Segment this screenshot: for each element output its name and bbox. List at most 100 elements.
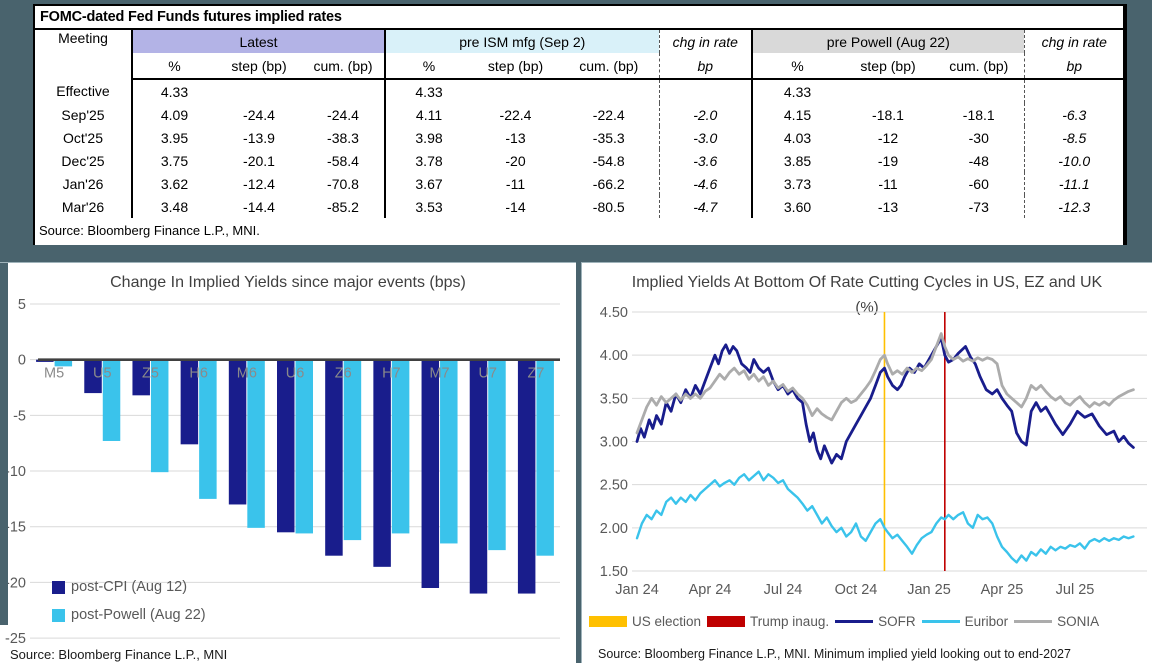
sub-header-cell: step (bp): [842, 53, 935, 80]
value-cell: 3.53: [415, 198, 443, 215]
value-cell: -24.4: [302, 103, 387, 126]
sub-header-cell: cum. (bp): [559, 53, 660, 80]
value-cell: -13.9: [243, 129, 275, 146]
x-axis-tick-label: Apr 25: [981, 582, 1024, 598]
legend-swatch: [52, 580, 65, 594]
bar-chart-panel: Change In Implied Yields since major eve…: [0, 262, 576, 663]
legend-item: post-CPI (Aug 12): [52, 579, 206, 595]
value-cell: -14.4: [243, 198, 275, 215]
value-cell: 4.15: [783, 106, 812, 123]
legend-swatch: [835, 619, 874, 624]
line-chart-panel: Implied Yields At Bottom Of Rate Cutting…: [581, 262, 1152, 663]
value-cell: 4.33: [783, 83, 812, 100]
table-row: Mar'26 3.48 -14.4 -85.2 3.53 -14 -80.5 -4.7 3.60…: [35, 195, 1124, 218]
group-header-chg-1: chg in rate: [659, 30, 754, 53]
value-cell: [934, 79, 1025, 103]
legend-swatch: [921, 619, 960, 624]
bar-post-cpi: [228, 359, 247, 505]
value-cell: 4.11: [415, 106, 443, 123]
value-cell: -19: [877, 152, 899, 169]
sub-header-cell: cum. (bp): [302, 53, 387, 80]
legend-swatch: [589, 616, 627, 627]
category-label: M6: [237, 366, 257, 382]
meeting-cell: Oct'25: [35, 126, 133, 149]
y-axis-tick-label: -20: [5, 575, 26, 591]
sub-header-cell: step (bp): [216, 53, 302, 80]
value-cell: [216, 79, 302, 103]
series-line-sonia: [635, 332, 1135, 435]
value-cell: -58.4: [302, 149, 387, 172]
meeting-cell: Mar'26: [35, 195, 133, 218]
category-label: Z7: [527, 366, 544, 382]
value-cell: -14: [505, 198, 526, 215]
y-axis-tick-label: 1.50: [600, 564, 628, 580]
value-cell: -22.4: [559, 103, 660, 126]
category-label: Z5: [142, 366, 159, 382]
bar-chart-source: Source: Bloomberg Finance L.P., MNI: [10, 647, 228, 662]
bar-post-powell: [488, 359, 506, 551]
bar-post-powell: [536, 359, 554, 556]
x-axis-tick-label: Jan 24: [615, 582, 659, 598]
legend-label: SOFR: [878, 614, 916, 629]
bar-post-cpi: [517, 359, 536, 594]
value-cell: -4.7: [659, 195, 754, 218]
value-cell: 3.48: [160, 198, 189, 215]
value-cell: 3.67: [415, 175, 443, 192]
y-axis-tick-label: 4.00: [600, 348, 628, 364]
value-cell: 4.33: [415, 83, 443, 100]
value-cell: 3.75: [160, 152, 189, 169]
meeting-cell: Jan'26: [35, 172, 133, 195]
category-label: H6: [189, 366, 208, 382]
value-cell: 4.33: [160, 83, 189, 100]
value-cell: -12.3: [1058, 198, 1091, 215]
table-sub-header-row: % step (bp) cum. (bp)% step (bp) cum. (bp) bp…: [35, 53, 1125, 80]
value-cell: [1024, 79, 1124, 103]
line-chart: 4.50 4.00 3.50 3.00 2.50 2.00 1.50 Jan 24 Apr 24…: [600, 305, 1147, 598]
legend-swatch: [52, 608, 65, 622]
legend-item: Trump inaug.: [707, 614, 829, 629]
bar-post-powell: [102, 359, 121, 441]
y-axis-tick-label: -15: [5, 520, 26, 536]
value-cell: 4.03: [783, 129, 812, 146]
legend-label: post-Powell (Aug 22): [71, 607, 206, 623]
bar-post-cpi: [180, 359, 199, 445]
value-cell: -11: [878, 175, 898, 192]
y-axis-tick-label: -10: [5, 464, 26, 480]
line-chart-legend: US election Trump inaug. SOFR Euribor SONIA: [589, 614, 1152, 629]
category-label: U7: [478, 366, 497, 382]
meeting-cell: Sep'25: [35, 103, 133, 126]
fomc-table: Meeting Latest pre ISM mfg (Sep 2) chg i…: [35, 30, 1125, 218]
value-cell: -85.2: [302, 195, 387, 218]
sub-header-cell: cum. (bp): [934, 53, 1025, 80]
category-label: U5: [93, 366, 112, 382]
group-header-pre-powell: pre Powell (Aug 22): [752, 30, 1025, 53]
line-chart-title: Implied Yields At Bottom Of Rate Cutting…: [631, 274, 1103, 291]
value-cell: -38.3: [302, 126, 387, 149]
category-label: H7: [382, 366, 401, 382]
legend-item: Euribor: [921, 614, 1009, 629]
group-header-latest: Latest: [132, 30, 387, 53]
series-line-sofr: [635, 336, 1135, 465]
legend-item: post-Powell (Aug 22): [52, 607, 206, 623]
sub-header-cell: bp: [659, 53, 754, 80]
value-cell: [559, 79, 660, 103]
y-axis-tick-label: 4.50: [600, 305, 628, 321]
table-row: Dec'25 3.75 -20.1 -58.4 3.78 -20 -54.8 -3.6 3.85…: [35, 149, 1124, 172]
bar-post-powell: [199, 359, 217, 499]
value-cell: -8.5: [1062, 129, 1087, 146]
value-cell: -11: [505, 175, 526, 192]
value-cell: -13: [505, 129, 526, 146]
legend-label: Euribor: [964, 614, 1009, 629]
category-label: M5: [44, 366, 64, 382]
group-header-pre-ism: pre ISM mfg (Sep 2): [385, 30, 660, 53]
bar-post-powell: [343, 359, 362, 541]
x-axis-tick-label: Jan 25: [907, 582, 951, 598]
value-cell: [842, 79, 934, 103]
value-cell: -35.3: [559, 126, 660, 149]
table-group-header-row: Meeting Latest pre ISM mfg (Sep 2) chg i…: [35, 30, 1124, 79]
y-axis-tick-label: 2.00: [600, 521, 628, 537]
value-cell: -48: [934, 149, 1025, 172]
value-cell: -12: [877, 129, 899, 146]
background-strip: [0, 263, 8, 625]
value-cell: -4.6: [659, 172, 754, 195]
